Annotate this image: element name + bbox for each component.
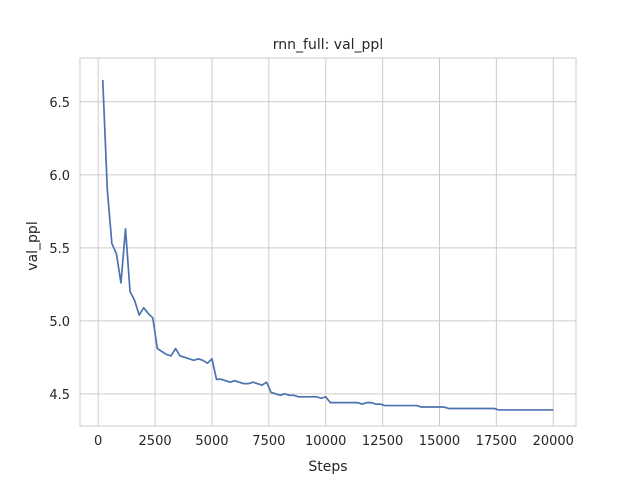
x-tick-label: 0 xyxy=(94,434,102,449)
x-tick-label: 7500 xyxy=(252,434,285,449)
chart-title: rnn_full: val_ppl xyxy=(273,37,383,53)
x-tick-label: 5000 xyxy=(195,434,228,449)
y-tick-label: 5.5 xyxy=(49,242,70,257)
x-tick-label: 2500 xyxy=(139,434,172,449)
plot-background xyxy=(80,58,576,426)
y-axis-label: val_ppl xyxy=(25,221,41,270)
x-tick-label: 20000 xyxy=(533,434,574,449)
x-tick-label: 10000 xyxy=(305,434,346,449)
x-axis-label: Steps xyxy=(308,459,347,475)
y-tick-label: 6.5 xyxy=(49,96,70,111)
plot-area: 0 2500 5000 7500 10000 12500 15000 17500 20000 4.… xyxy=(49,57,577,449)
y-tick-label: 6.0 xyxy=(49,169,70,184)
x-tick-label: 15000 xyxy=(419,434,460,449)
series-line xyxy=(101,79,554,411)
x-tick-label: 12500 xyxy=(362,434,403,449)
y-tick-label: 4.5 xyxy=(49,388,70,403)
y-tick-label: 5.0 xyxy=(49,315,70,330)
plot-frame xyxy=(79,57,577,427)
x-tick-label: 17500 xyxy=(476,434,517,449)
